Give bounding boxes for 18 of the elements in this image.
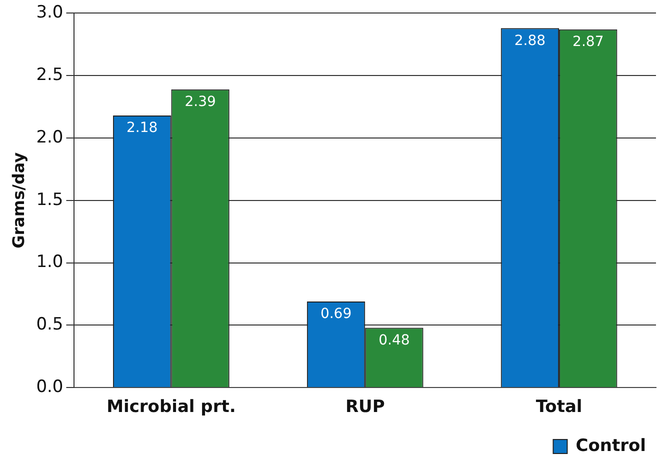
x-tick-label: RUP [345, 397, 385, 418]
y-tick-label: 2.5 [36, 65, 64, 86]
legend-label: Control [576, 436, 646, 456]
y-axis-title: Grams/day [8, 152, 28, 248]
data-label: 0.69 [320, 306, 352, 322]
y-tick-label: 3.0 [36, 2, 64, 23]
y-tick-label: 1.0 [36, 252, 64, 272]
y-tick-label: 0.5 [36, 314, 64, 335]
y-tick-label: 0.0 [36, 377, 64, 398]
data-label: 2.39 [184, 94, 216, 110]
data-label: 2.87 [572, 34, 604, 50]
x-tick-label: Microbial prt. [106, 397, 236, 418]
y-tick-label: 2.0 [36, 127, 64, 148]
data-label: 2.88 [514, 32, 546, 49]
data-label: 0.48 [378, 332, 410, 348]
y-tick-label: 1.5 [36, 190, 64, 210]
x-tick-label: Total [536, 397, 582, 418]
data-label: 2.18 [126, 120, 158, 136]
